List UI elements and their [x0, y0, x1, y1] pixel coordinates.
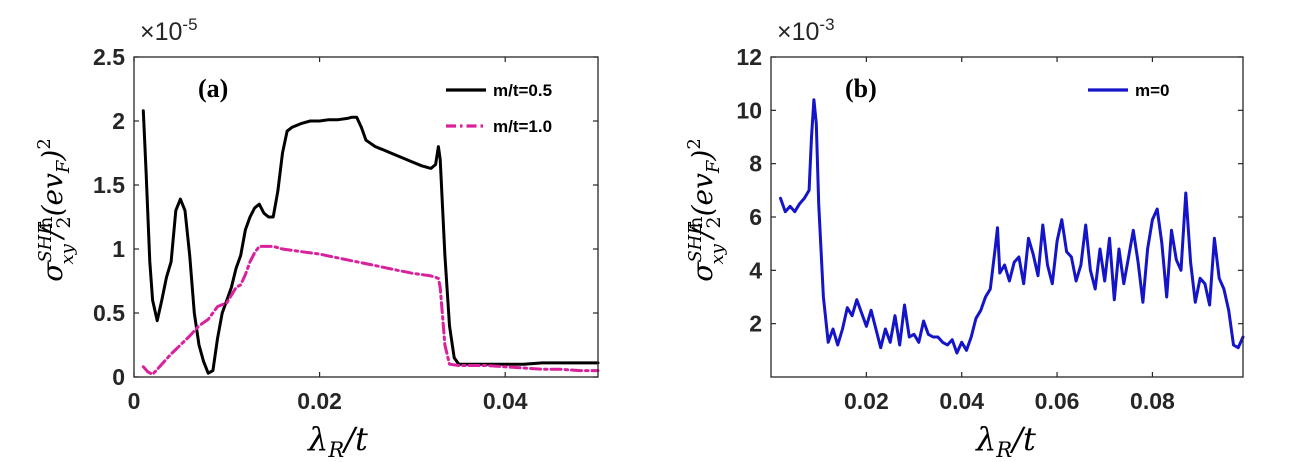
panel-a-x-label: λR/t	[306, 420, 368, 462]
x-tick-label: 0.02	[297, 388, 342, 414]
panel-b-x-label: λR/t	[974, 420, 1036, 462]
y-tick-label: 1	[112, 236, 125, 262]
x-tick-label: 0	[128, 388, 141, 414]
series-line-m-0	[779, 98, 1245, 355]
panel-a-axes-box	[133, 56, 599, 378]
y-tick-label: 10	[736, 97, 762, 123]
y-tick-label: 2.5	[93, 44, 125, 70]
y-tick-label: 12	[736, 44, 762, 70]
series-line-m-t-1-0	[141, 244, 600, 376]
x-tick-label: 0.04	[483, 388, 528, 414]
panel-a-multiplier: ×10-5	[140, 15, 198, 46]
panel-a-series	[141, 109, 600, 376]
panel-a-label: (a)	[198, 74, 228, 103]
y-tick-label: 4	[749, 257, 762, 283]
y-tick-label: 8	[749, 151, 762, 177]
panel-b-y-label: σSHExy/ħ2(evF)2	[684, 138, 728, 282]
panel-b-multiplier: ×10-3	[777, 15, 835, 46]
panel-b-axes-box	[770, 56, 1244, 378]
y-tick-label: 1.5	[93, 172, 125, 198]
y-tick-label: 6	[749, 204, 762, 230]
y-tick-label: 2	[112, 108, 125, 134]
x-tick-label: 0.02	[844, 388, 889, 414]
panel-a-legend: m/t=0.5 m/t=1.0	[446, 81, 552, 136]
panel-b-series	[779, 98, 1245, 355]
y-tick-label: 0.5	[93, 300, 125, 326]
panel-a-x-ticks: 0 0.02 0.04	[128, 57, 528, 414]
x-tick-label: 0.08	[1130, 388, 1175, 414]
x-tick-label: 0.06	[1035, 388, 1080, 414]
panel-a-y-label: σSHExy/ħ2(evF)2	[34, 138, 78, 282]
y-tick-label: 2	[749, 311, 762, 337]
panel-a-y-ticks: 0 0.5 1 1.5 2 2.5	[93, 44, 598, 390]
y-tick-label: 0	[112, 364, 125, 390]
panel-b-y-ticks: 2 4 6 8 10 12	[736, 44, 1243, 337]
panel-b-label: (b)	[845, 74, 877, 103]
legend-label-m-t-0-5: m/t=0.5	[493, 81, 552, 100]
panel-a: ×10-5 0 0.02 0.04 0 0.5 1 1.5 2 2.5 (a) m/t=0.5…	[34, 15, 600, 462]
x-tick-label: 0.04	[939, 388, 984, 414]
panel-b-legend: m=0	[1088, 81, 1170, 100]
legend-label-m-0: m=0	[1135, 81, 1170, 100]
legend-label-m-t-1-0: m/t=1.0	[493, 117, 552, 136]
panel-b-x-ticks: 0.02 0.04 0.06 0.08	[844, 57, 1175, 414]
series-line-m-t-0-5	[141, 109, 600, 375]
